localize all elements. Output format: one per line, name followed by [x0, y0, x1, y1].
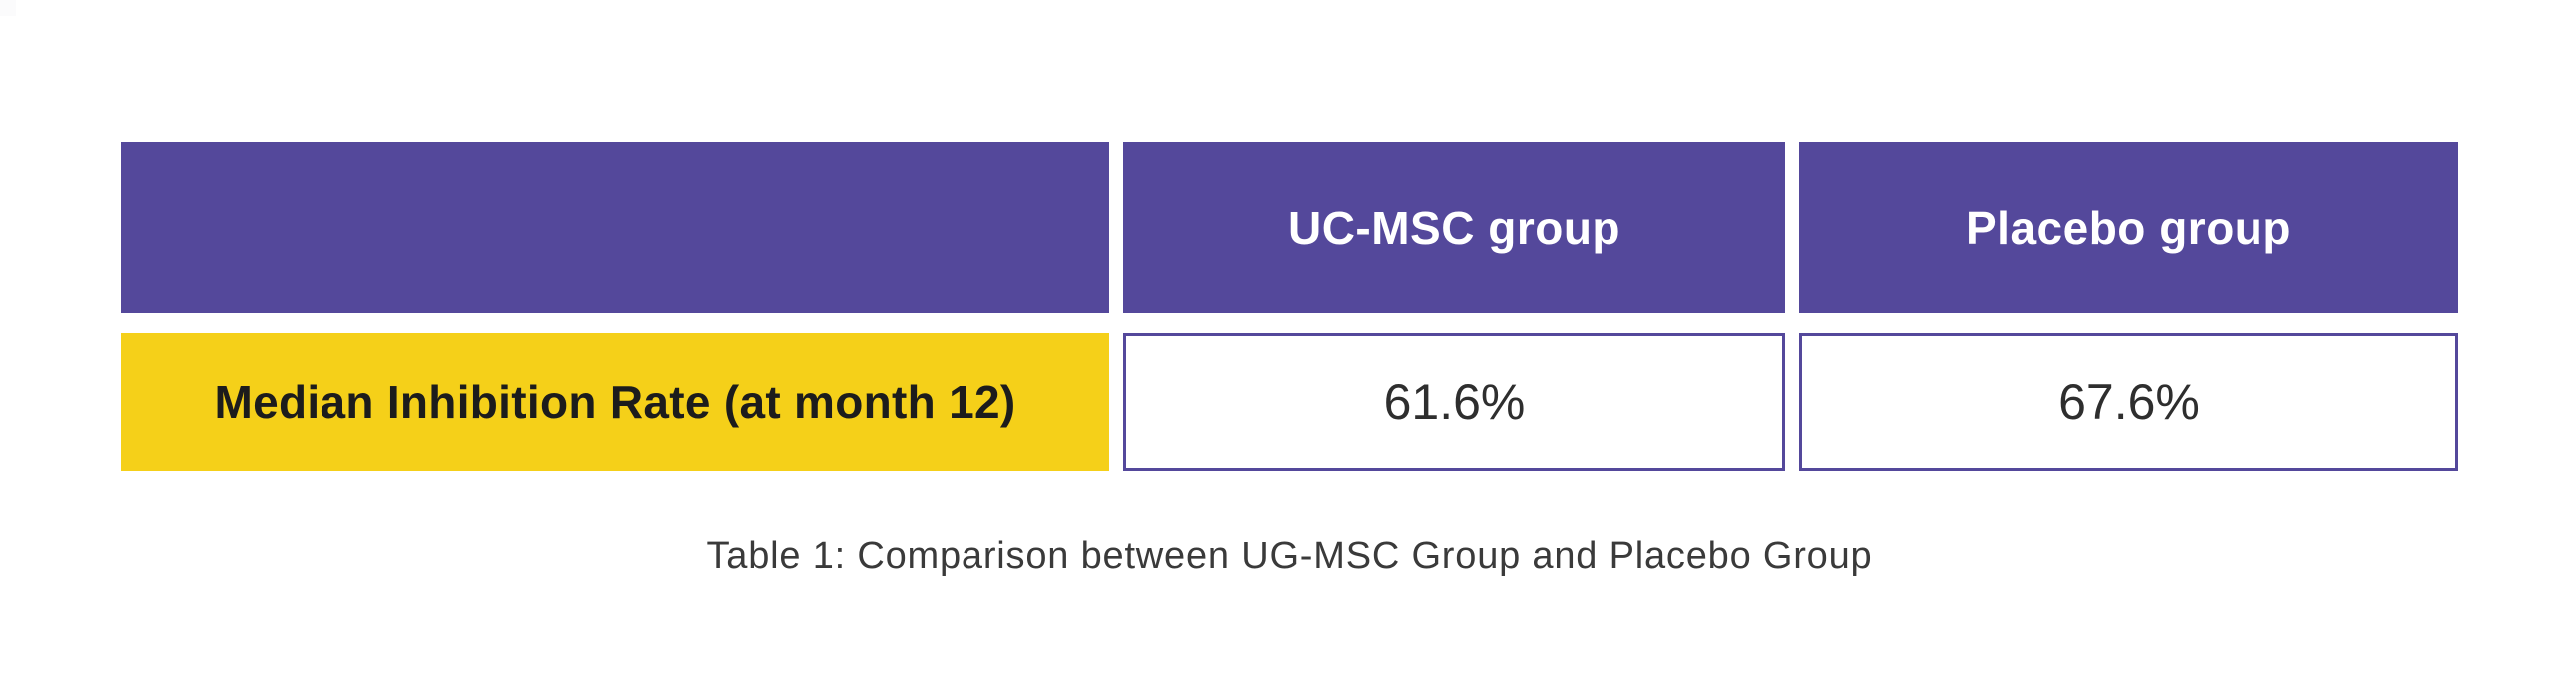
header-cell-placebo-group: Placebo group	[1799, 142, 2458, 313]
header-cell-ucmsc-group: UC-MSC group	[1123, 142, 1785, 313]
value-cell-ucmsc: 61.6%	[1123, 333, 1785, 471]
table-caption: Table 1: Comparison between UG-MSC Group…	[706, 535, 1873, 577]
row-label-median-inhibition-rate: Median Inhibition Rate (at month 12)	[121, 333, 1109, 471]
corner-artifact	[0, 0, 16, 16]
comparison-table: UC-MSC group Placebo group Median Inhibi…	[121, 142, 2458, 471]
header-cell-row-label	[121, 142, 1109, 313]
value-cell-placebo: 67.6%	[1799, 333, 2458, 471]
